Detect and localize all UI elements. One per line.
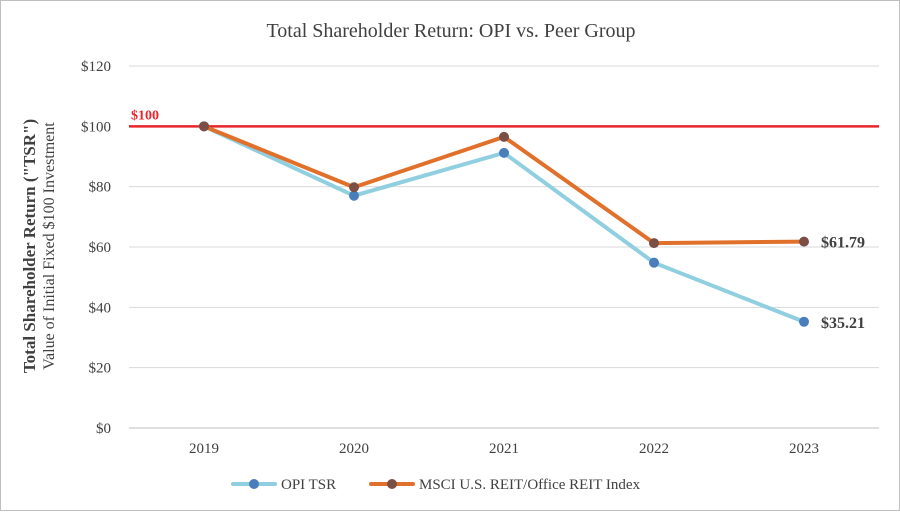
legend-marker-1 [387,479,397,489]
x-tick-label: 2019 [189,441,219,457]
legend-marker-0 [249,479,259,489]
series-line-1 [202,124,806,246]
y-tick-label: $60 [89,240,112,256]
data-point-0 [499,147,509,158]
y-tick-label: $120 [81,59,111,75]
x-tick-label: 2021 [489,441,519,457]
x-tick-label: 2020 [339,441,369,457]
x-tick-labels: 2019 2020 2021 2022 2023 [189,441,819,457]
data-point-1 [499,131,509,142]
data-point-0 [349,190,359,201]
y-tick-labels: $0 $20 $40 $60 $80 $100 $120 [81,59,111,437]
series-group: $35.21 $61.79 [199,121,865,332]
legend-label: OPI TSR [281,477,336,493]
reference-line-group: $100 [129,108,879,128]
x-tick-label: 2022 [639,441,669,457]
x-tick-label: 2023 [789,441,819,457]
data-point-1 [799,236,809,247]
reference-line-label: $100 [131,108,159,123]
y-tick-label: $20 [89,361,112,377]
chart-title: Total Shareholder Return: OPI vs. Peer G… [266,20,635,42]
data-point-0 [649,257,659,268]
y-tick-label: $0 [96,421,111,437]
y-tick-label: $40 [89,300,112,316]
y-axis-title: Total Shareholder Return ("TSR") [20,119,39,373]
data-point-1 [349,182,359,193]
y-axis-subtitle: Value of Initial Fixed $100 Investment [41,122,58,370]
legend-label: MSCI U.S. REIT/Office REIT Index [419,477,641,493]
gridlines [129,65,879,429]
y-tick-label: $80 [89,180,112,196]
data-point-0 [799,316,809,327]
legend: OPI TSR MSCI U.S. REIT/Office REIT Index [231,477,641,493]
data-point-1 [199,121,209,132]
y-tick-label: $100 [81,119,111,135]
data-point-1 [649,238,659,249]
end-data-label: $35.21 [821,315,865,332]
end-data-label: $61.79 [821,235,865,252]
